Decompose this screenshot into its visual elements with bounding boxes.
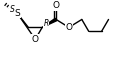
Text: S: S bbox=[15, 9, 20, 18]
Polygon shape bbox=[42, 18, 57, 27]
Text: O: O bbox=[53, 1, 60, 10]
Text: R: R bbox=[44, 19, 49, 28]
Text: S: S bbox=[10, 5, 14, 14]
Text: O: O bbox=[65, 23, 72, 32]
Text: O: O bbox=[32, 35, 39, 44]
